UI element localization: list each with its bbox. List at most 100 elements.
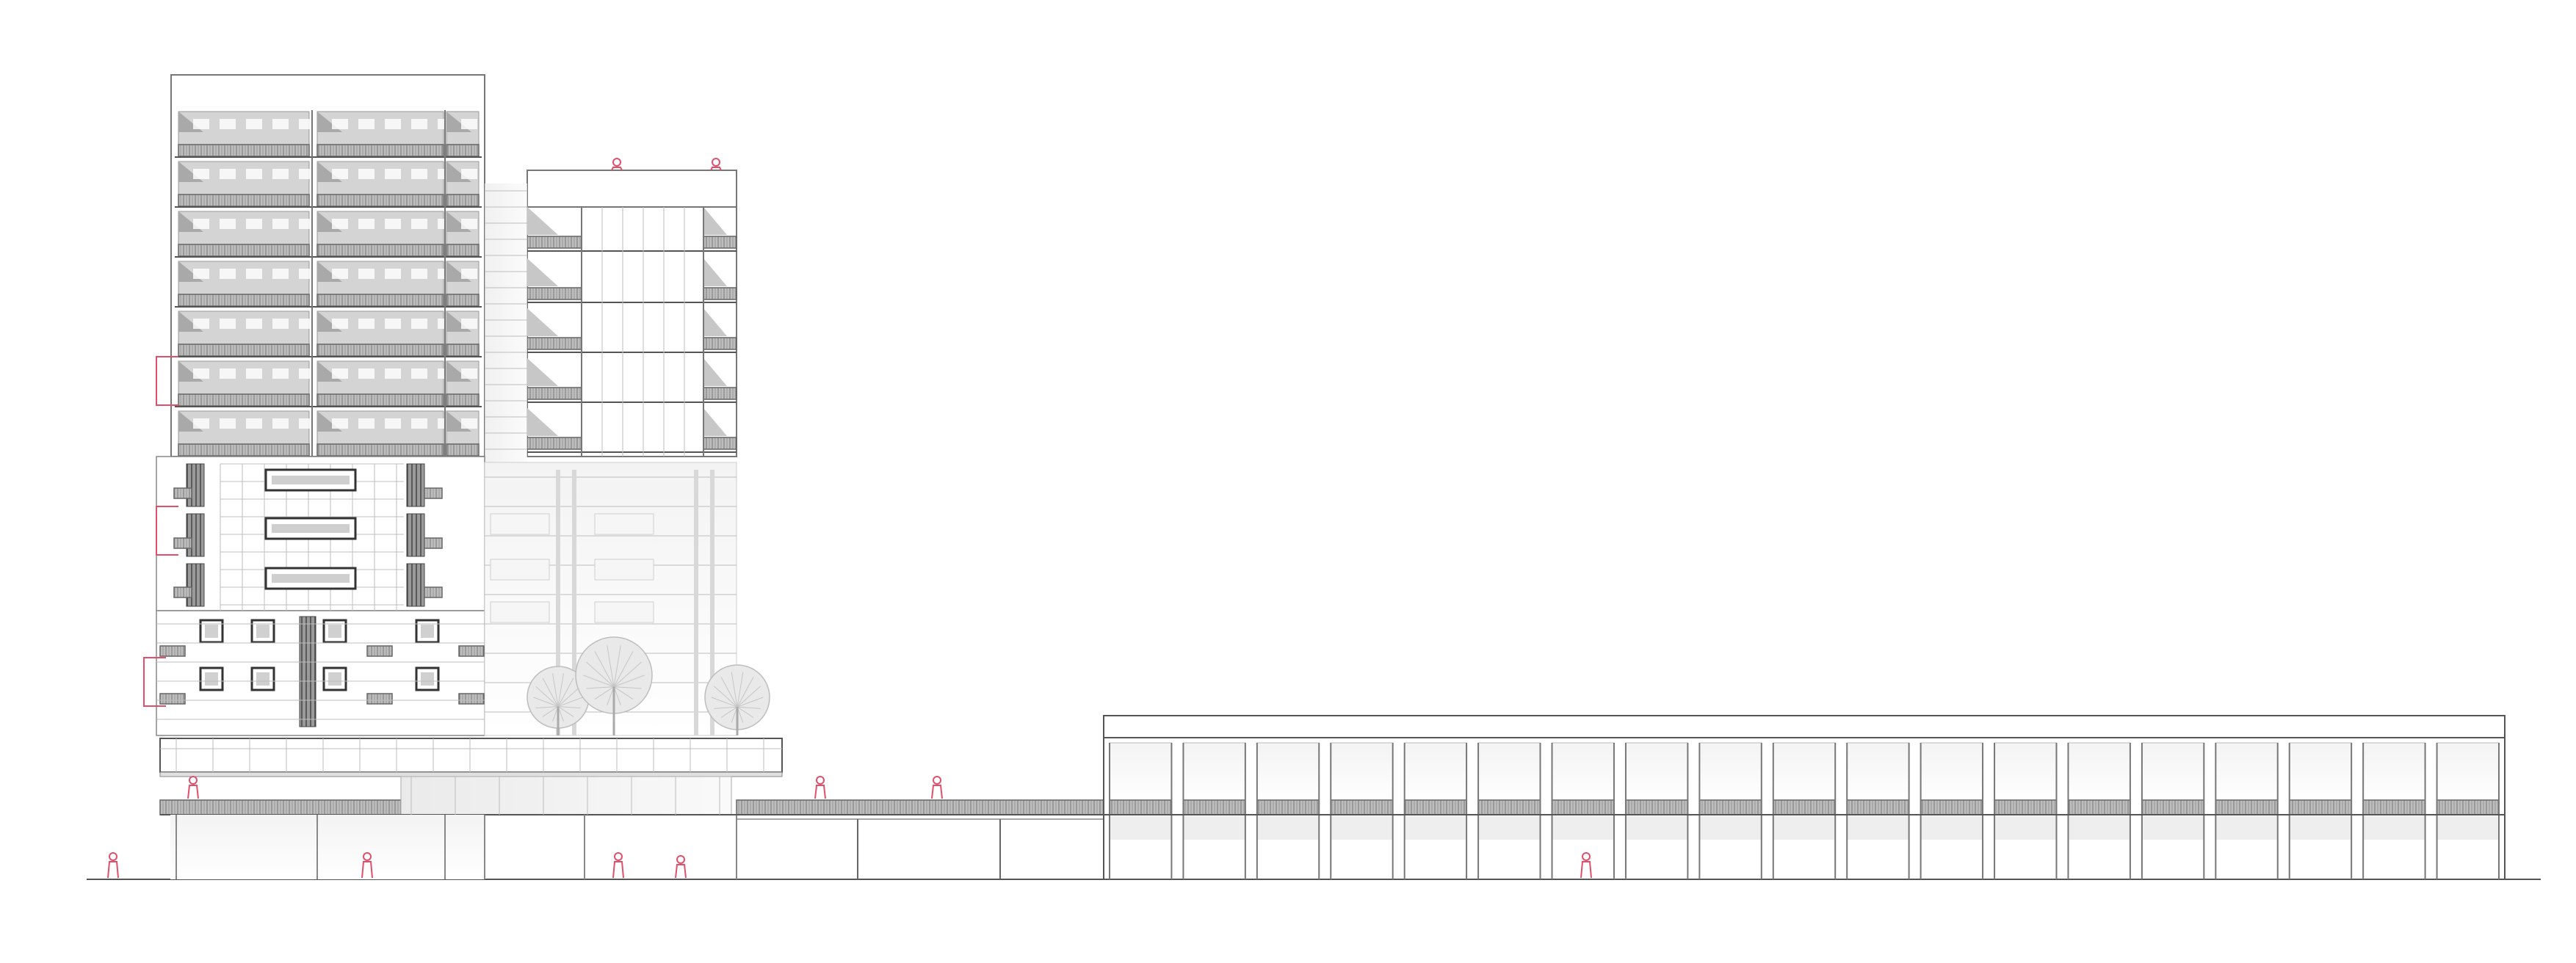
balcony-rail — [446, 294, 480, 307]
person-head — [933, 776, 941, 785]
bay-rail — [2436, 799, 2500, 815]
louvre-panel — [186, 563, 205, 607]
tree-branch — [607, 686, 615, 705]
window-pane — [461, 368, 477, 379]
window-pane — [358, 219, 375, 229]
window-pane — [411, 418, 427, 429]
bay-lower — [1994, 816, 2057, 840]
bay-lower — [2215, 816, 2278, 840]
balcony-rail — [446, 244, 480, 257]
person-head — [189, 776, 198, 785]
tree-branch — [552, 673, 559, 707]
tree-branch — [594, 686, 615, 699]
bay-rail — [2215, 799, 2279, 815]
window-pane — [246, 169, 262, 179]
person-body — [361, 861, 373, 879]
window-pane — [461, 119, 477, 129]
bay-rail — [1994, 799, 2058, 815]
balcony-rail — [424, 586, 443, 598]
window — [490, 601, 550, 623]
bay-glazing — [1330, 742, 1394, 802]
window-pane — [220, 269, 236, 279]
window-pane — [246, 219, 262, 229]
tree-branch — [737, 677, 754, 708]
window — [490, 559, 550, 581]
tree-branch — [713, 686, 738, 708]
louvre-panel — [299, 616, 316, 727]
louvre-panel — [186, 513, 205, 557]
window-pane — [193, 319, 209, 329]
balcony-rail — [446, 144, 480, 157]
window-pane — [272, 269, 289, 279]
bay-rail — [1256, 799, 1320, 815]
tree-branch — [607, 645, 615, 687]
tree-branch — [557, 677, 574, 707]
shadow — [703, 358, 727, 386]
balcony-rail — [178, 244, 310, 257]
bay-lower — [1773, 816, 1836, 840]
window-pane — [272, 119, 289, 129]
person-head — [676, 855, 685, 864]
window-pane — [220, 319, 236, 329]
strip-glass — [272, 476, 350, 484]
person-head — [1582, 852, 1591, 861]
bay-glazing — [1182, 742, 1246, 802]
canopy-plinth — [159, 738, 783, 879]
window-pane — [385, 418, 401, 429]
tree-branch — [613, 651, 634, 687]
window-pane — [193, 418, 209, 429]
louvre-panel — [406, 513, 425, 557]
window-pane — [411, 219, 427, 229]
window-pane — [411, 119, 427, 129]
window-pane — [461, 418, 477, 429]
shadow — [703, 207, 727, 235]
window-pane — [385, 119, 401, 129]
tree-branch — [533, 697, 559, 708]
bay-glazing — [1698, 742, 1762, 802]
bay-glazing — [1477, 742, 1541, 802]
bridge — [736, 799, 1104, 879]
window-pane — [411, 368, 427, 379]
window-pane — [272, 418, 289, 429]
tree-branch — [613, 686, 634, 699]
tree-branch — [613, 686, 642, 689]
balcony-rail — [173, 537, 192, 549]
tree-branch — [586, 661, 615, 687]
bay-glazing — [1773, 742, 1836, 802]
window-pane — [385, 169, 401, 179]
tree-branch — [737, 706, 761, 709]
bay-rail — [1109, 799, 1173, 815]
person-body — [931, 785, 943, 799]
bay-glazing — [2289, 742, 2352, 802]
bay-lower — [1625, 816, 1688, 840]
window-pane — [299, 368, 315, 379]
balcony-rail — [316, 144, 444, 157]
window-pane — [246, 269, 262, 279]
person-head — [612, 158, 621, 167]
person-head — [109, 852, 117, 861]
tree-branch — [737, 672, 744, 708]
window-pane — [411, 319, 427, 329]
person-body — [611, 167, 623, 171]
balcony-rail — [366, 645, 393, 657]
window-pane — [411, 269, 427, 279]
window-pane — [220, 119, 236, 129]
window — [594, 559, 654, 581]
person-body — [187, 785, 199, 799]
tree-branch — [557, 697, 583, 708]
bay-glazing — [2141, 742, 2204, 802]
bay-lower — [1920, 816, 1983, 840]
bay-glazing — [2436, 742, 2500, 802]
bay-glazing — [2362, 742, 2426, 802]
window-pane — [220, 368, 236, 379]
window-pane — [246, 119, 262, 129]
balcony-rail — [178, 344, 310, 357]
annotation-bracket — [156, 506, 178, 556]
window-pane — [299, 119, 315, 129]
window-pane — [246, 368, 262, 379]
balcony-rail — [703, 387, 737, 400]
bay-glazing — [1404, 742, 1467, 802]
bay-lower — [1847, 816, 1909, 840]
tree-branch — [583, 675, 615, 688]
